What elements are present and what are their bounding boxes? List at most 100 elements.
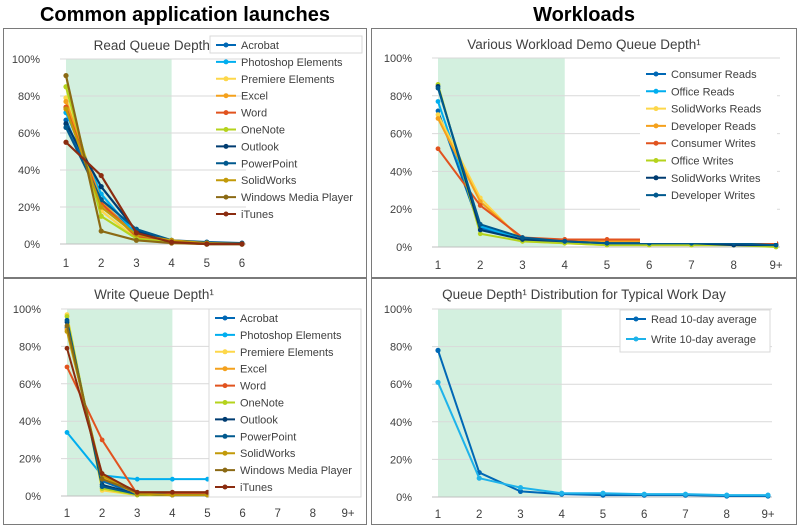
legend-marker-acrobat — [223, 42, 229, 48]
workload-demo-queue-depth-chart: Various Workload Demo Queue Depth¹ 0% 20% 4… — [371, 28, 797, 278]
data-point-itunes — [169, 239, 175, 245]
data-point-solidworks-writes — [477, 227, 483, 233]
y-tick-label: 0% — [24, 239, 40, 251]
legend-label-excel: Excel — [241, 91, 268, 103]
x-tick-label: 5 — [204, 508, 210, 520]
x-tick-label: 3 — [133, 258, 139, 270]
legend-marker-office-reads — [653, 88, 659, 94]
x-tick-label: 3 — [134, 508, 140, 520]
heading-common-app-launches: Common application launches — [39, 4, 331, 26]
data-point-itunes — [99, 471, 105, 476]
legend-marker-outlook — [223, 143, 229, 149]
x-tick-label: 6 — [646, 260, 652, 272]
data-point-itunes — [169, 489, 175, 495]
x-tick-label: 1 — [63, 258, 69, 270]
data-point-itunes — [63, 139, 69, 145]
data-point-consumer-writes — [435, 146, 441, 152]
legend-marker-consumer-writes — [653, 140, 659, 146]
data-point-itunes — [133, 230, 139, 236]
data-point-consumer-writes — [604, 237, 610, 242]
data-point-office-reads — [435, 99, 441, 104]
data-point-write-10-day-average — [435, 379, 441, 385]
legend-label-premiere-elements: Premiere Elements — [241, 74, 335, 86]
legend-marker-premiere-elements — [222, 349, 228, 355]
legend-label-itunes: iTunes — [241, 209, 274, 221]
data-point-word — [99, 437, 105, 443]
y-tick-label: 40% — [390, 166, 412, 178]
y-tick-label: 20% — [18, 202, 40, 214]
y-tick-label: 40% — [19, 416, 41, 428]
y-tick-label: 80% — [18, 91, 40, 103]
x-tick-label: 2 — [476, 509, 482, 521]
data-point-outlook — [98, 184, 104, 190]
legend-marker-word — [222, 383, 228, 389]
data-point-write-10-day-average — [641, 491, 647, 497]
legend-label-outlook: Outlook — [240, 414, 278, 426]
legend-label-acrobat: Acrobat — [240, 313, 278, 325]
legend-label-windows-media-player: Windows Media Player — [240, 465, 352, 477]
data-point-onenote — [64, 314, 70, 319]
data-point-write-10-day-average — [724, 492, 730, 498]
legend-box — [640, 65, 777, 243]
x-tick-label: 4 — [169, 508, 176, 520]
x-tick-label: 1 — [64, 508, 70, 520]
legend-marker-office-writes — [653, 158, 659, 163]
legend-marker-solidworks — [223, 177, 229, 183]
y-tick-label: 20% — [390, 454, 412, 466]
x-tick-label: 3 — [519, 260, 525, 272]
legend-marker-write-10-day-average — [633, 336, 639, 342]
legend-label-office-writes: Office Writes — [671, 156, 734, 168]
legend-marker-windows-media-player — [223, 194, 229, 200]
y-tick-label: 60% — [390, 379, 412, 391]
y-tick-label: 40% — [390, 417, 412, 429]
data-point-consumer-writes — [477, 203, 483, 208]
series-line-itunes — [65, 141, 242, 246]
chart-title: Queue Depth¹ Distribution for Typical Wo… — [442, 287, 726, 302]
data-point-developer-reads — [435, 116, 441, 121]
legend-label-onenote: OneNote — [240, 398, 284, 410]
legend-marker-powerpoint — [222, 433, 228, 439]
legend-label-read-10-day-average: Read 10-day average — [651, 314, 757, 326]
x-tick-label: 5 — [204, 258, 210, 270]
write-queue-depth-plot: Write Queue Depth¹ 0% 20% 40% 60% 80% 100% 1 2 3 4… — [13, 287, 362, 520]
legend-label-outlook: Outlook — [241, 141, 279, 153]
legend-label-office-reads: Office Reads — [671, 86, 735, 98]
data-point-windows-media-player — [133, 237, 139, 243]
data-point-itunes — [64, 345, 70, 351]
data-point-premiere-elements — [63, 95, 69, 101]
data-point-read-10-day-average — [435, 347, 441, 353]
data-point-outlook — [63, 121, 69, 127]
legend-label-developer-reads: Developer Reads — [671, 121, 756, 133]
read-queue-depth-chart: Read Queue Depth¹ 0% 20% 40% 60% 80% 100% 1 2 3 4 5… — [3, 28, 367, 278]
legend-label-photoshop-elements: Photoshop Elements — [240, 330, 342, 342]
legend-marker-itunes — [223, 211, 229, 217]
heading-workloads: Workloads — [533, 4, 635, 26]
y-tick-label: 100% — [12, 54, 40, 66]
legend-label-acrobat: Acrobat — [241, 40, 279, 52]
y-tick-label: 80% — [390, 91, 412, 103]
data-point-write-10-day-average — [765, 492, 771, 498]
chart-title: Various Workload Demo Queue Depth¹ — [467, 37, 701, 52]
x-tick-label: 3 — [517, 509, 523, 521]
legend-marker-itunes — [222, 484, 228, 490]
data-point-solidworks — [98, 204, 104, 210]
chart-title: Write Queue Depth¹ — [94, 287, 214, 302]
x-tick-label: 2 — [99, 508, 105, 520]
x-tick-label: 6 — [239, 508, 245, 520]
data-point-solidworks — [63, 106, 69, 112]
chart-title: Read Queue Depth¹ — [94, 38, 215, 53]
data-point-developer-writes — [562, 238, 568, 244]
data-point-windows-media-player — [99, 476, 105, 482]
x-tick-label: 9+ — [341, 508, 354, 520]
data-point-acrobat — [63, 117, 69, 123]
legend-label-solidworks: SolidWorks — [240, 448, 296, 460]
y-tick-label: 100% — [384, 53, 412, 65]
data-point-powerpoint — [63, 124, 69, 131]
y-tick-label: 100% — [13, 304, 41, 316]
x-tick-label: 4 — [559, 509, 566, 521]
x-tick-label: 4 — [168, 258, 175, 270]
legend-label-solidworks: SolidWorks — [241, 175, 297, 187]
y-tick-label: 20% — [390, 204, 412, 216]
legend-marker-photoshop-elements — [223, 59, 229, 65]
